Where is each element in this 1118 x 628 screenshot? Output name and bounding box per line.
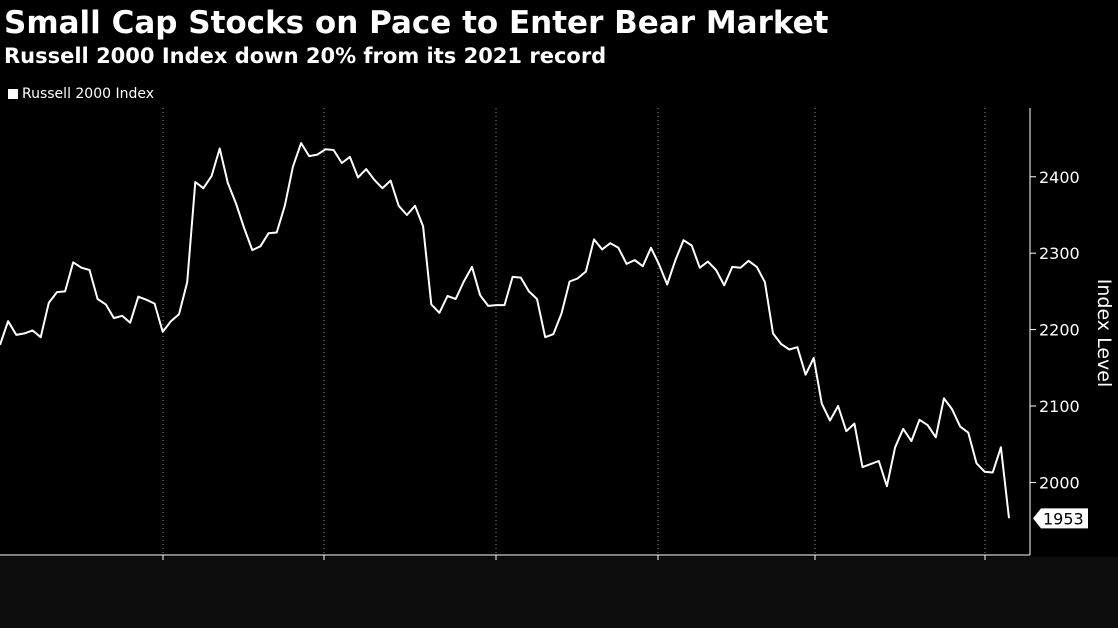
y-tick-label: 2200: [1039, 321, 1080, 340]
y-tick-label: 2300: [1039, 244, 1080, 263]
last-value-label: 1953: [1043, 509, 1084, 528]
chart-subtitle: Russell 2000 Index down 20% from its 202…: [4, 44, 607, 68]
chart-title: Small Cap Stocks on Pace to Enter Bear M…: [4, 5, 829, 41]
y-tick-label: 2000: [1039, 473, 1080, 492]
legend-label: Russell 2000 Index: [22, 86, 155, 102]
x-axis-band: [0, 557, 1118, 628]
legend-swatch: [8, 89, 18, 99]
y-tick-label: 2100: [1039, 397, 1080, 416]
y-axis-title: Index Level: [1093, 279, 1115, 388]
legend: Russell 2000 Index: [8, 84, 154, 104]
y-tick-label: 2400: [1039, 168, 1080, 187]
last-value-tag: [1033, 508, 1088, 529]
series-line-russell-2000: [0, 142, 1010, 519]
